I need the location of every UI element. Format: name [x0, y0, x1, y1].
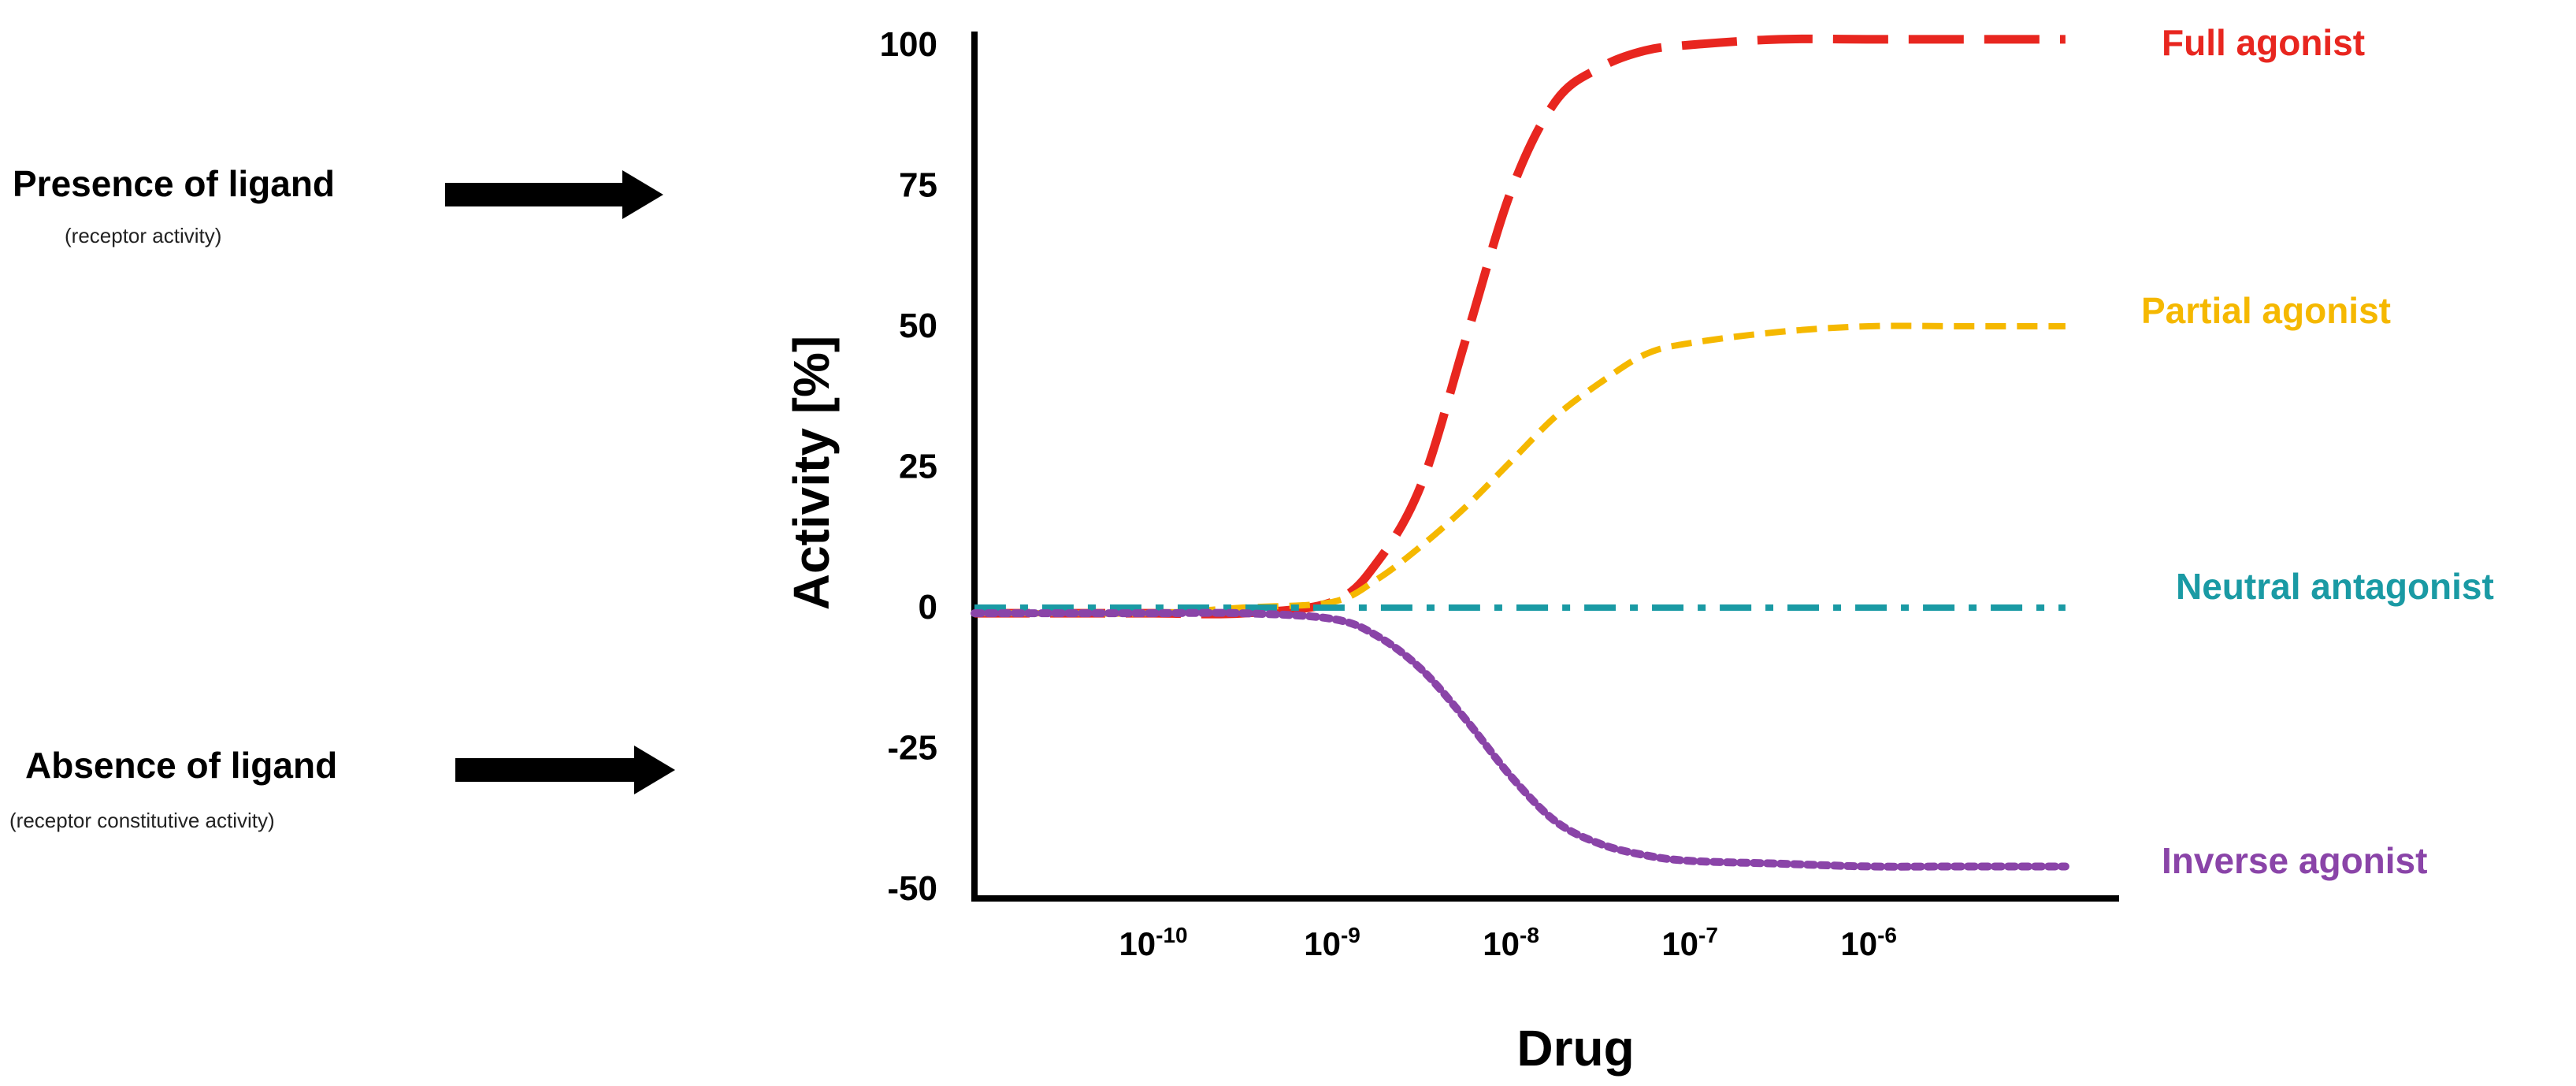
x-tick-labels: 10-10 10-9 10-8 10-7 10-6	[1119, 923, 1897, 962]
y-axis-label: Activity [%]	[783, 336, 840, 611]
y-tick-label: -25	[887, 729, 937, 768]
x-tick-label: 10-6	[1840, 923, 1897, 962]
absence-title: Absence of ligand	[25, 745, 338, 786]
absence-subtitle: (receptor constitutive activity)	[9, 809, 275, 832]
x-tick-label: 10-8	[1483, 923, 1539, 962]
series-group	[971, 34, 2069, 871]
y-tick-label: 50	[899, 307, 937, 345]
y-tick-label: 25	[899, 448, 937, 486]
x-tick-label: 10-10	[1119, 923, 1187, 962]
y-tick-labels: 100 75 50 25 0 -25 -50	[880, 25, 937, 908]
presence-subtitle: (receptor activity)	[65, 224, 222, 247]
series-label-full-agonist: Full agonist	[2162, 22, 2365, 63]
series-label-neutral-antagonist: Neutral antagonist	[2176, 566, 2494, 607]
x-tick-label: 10-7	[1661, 923, 1718, 962]
series-label-partial-agonist: Partial agonist	[2141, 290, 2391, 331]
presence-title: Presence of ligand	[13, 163, 336, 204]
x-axis-label: Drug	[1516, 1020, 1634, 1077]
absence-arrow-icon	[455, 746, 675, 794]
y-tick-label: 100	[880, 25, 937, 64]
y-tick-label: 75	[899, 166, 937, 205]
x-tick-label: 10-9	[1304, 923, 1360, 962]
presence-arrow-icon	[445, 170, 663, 219]
series-line-partial-agonist	[974, 322, 2066, 617]
series-label-inverse-agonist: Inverse agonist	[2162, 840, 2427, 881]
series-labels: Full agonist Partial agonist Neutral antag…	[2141, 22, 2494, 881]
y-tick-label: -50	[887, 869, 937, 908]
series-line-inverse-agonist	[971, 608, 2069, 871]
y-tick-label: 0	[919, 588, 937, 627]
